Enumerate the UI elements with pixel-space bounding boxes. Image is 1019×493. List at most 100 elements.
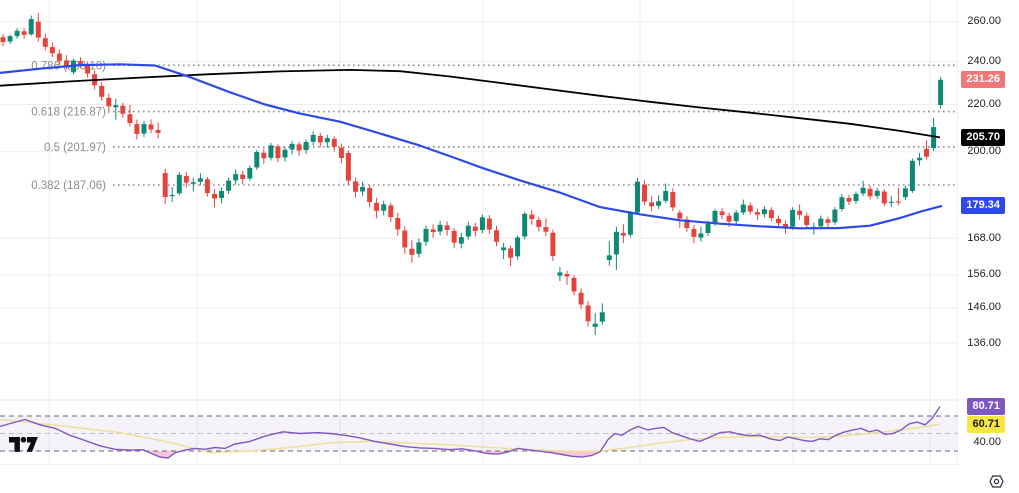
price-tick: 240.00 [967,54,1001,67]
price-tick: 220.00 [967,98,1001,111]
tradingview-logo[interactable] [9,436,38,452]
candle-body [317,135,323,143]
candle-body [99,86,105,97]
candle-body [353,181,358,192]
candle-body [768,210,774,218]
candle-body [310,135,316,142]
candle-body [691,228,697,237]
candle-body [909,160,915,191]
candle-body [212,193,217,199]
candle-body [451,230,457,243]
candle-body [571,277,577,292]
candle-body [197,178,203,182]
candle-body [7,36,13,42]
candle-body [705,223,711,233]
last-price-tag: 231.26 [961,71,1005,89]
candle-body [141,124,147,134]
price-tick: 136.00 [967,336,1001,349]
candle-body [860,187,866,194]
candle-body [240,174,246,179]
candle-body [388,205,394,218]
candle-body [846,198,852,202]
candle-body [557,272,563,276]
candle-body [917,157,922,161]
candle-body [219,191,224,198]
candle-body [797,210,803,215]
candle-body [338,147,344,158]
candle-body [56,53,62,61]
rsi-tick: 40.00 [973,435,1001,448]
candle-body [931,127,937,149]
candle-body [592,323,598,327]
rsi-ma-tag: 60.71 [967,415,1005,433]
candle-body [747,205,753,212]
candle-body [303,142,309,151]
candle-body [740,204,746,213]
candle-body [613,231,619,255]
candle-body [345,153,351,181]
candle-body [825,219,831,223]
candle-body [155,130,161,133]
candle-body [754,212,760,215]
candle-body [78,61,83,65]
ma-blue-tag: 179.34 [961,197,1005,215]
fib-level-label: 0.5 (201.97) [44,142,106,154]
candle-body [853,193,859,201]
candle-body [543,227,549,232]
settings-icon[interactable] [988,473,1005,490]
fib-level-label: 0.382 (187.06) [31,180,106,192]
candle-body [42,38,48,47]
candle-body [367,188,373,203]
candle-body [416,242,422,254]
candle-body [550,232,556,256]
ma-black-tag: 205.70 [961,129,1005,147]
price-tick: 260.00 [967,15,1001,28]
price-tick: 200.00 [967,145,1001,158]
candle-body [656,201,662,206]
rsi-oversold-fill [146,451,182,458]
candle-body [289,143,295,150]
price-tick: 146.00 [967,301,1001,314]
candle-body [28,19,34,35]
candle-body [296,144,302,151]
candle-body [360,187,366,192]
candle-body [599,312,605,322]
candle-body [902,188,908,198]
fib-level-label: 0.618 (216.87) [31,107,106,119]
candle-body [804,215,810,226]
rsi-oversold-fill [475,451,511,455]
candle-body [627,212,633,235]
price-tick: 168.00 [967,231,1001,244]
candle-body [261,152,267,159]
price-axis[interactable]: 260.00 240.00 220.00 200.00 168.00 156.00 146.… [958,0,1019,493]
ma-50-line [0,63,943,230]
candle-body [677,212,683,219]
candle-body [733,212,739,222]
candle-body [190,182,196,184]
time-axis[interactable]: 2024FebMarAprMayJunJul [0,465,1019,493]
rsi-line [0,406,941,459]
candle-body [479,217,485,230]
candle-body [63,60,69,68]
candle-body [120,105,126,114]
candle-body [522,213,528,237]
candle-body [430,229,436,233]
candle-body [21,31,27,35]
candle-body [649,202,655,207]
candle-body [275,146,281,159]
candle-body [113,105,119,108]
candle-body [670,192,676,208]
candle-body [486,218,492,230]
candle-body [790,209,796,227]
candle-body [324,138,330,143]
candle-body [578,292,584,305]
candle-body [127,114,133,124]
candle-body [374,202,380,211]
candle-body [106,97,112,107]
candle-body [832,209,838,223]
candle-body [176,174,182,194]
candle-body [874,190,880,196]
candle-body [508,248,514,258]
